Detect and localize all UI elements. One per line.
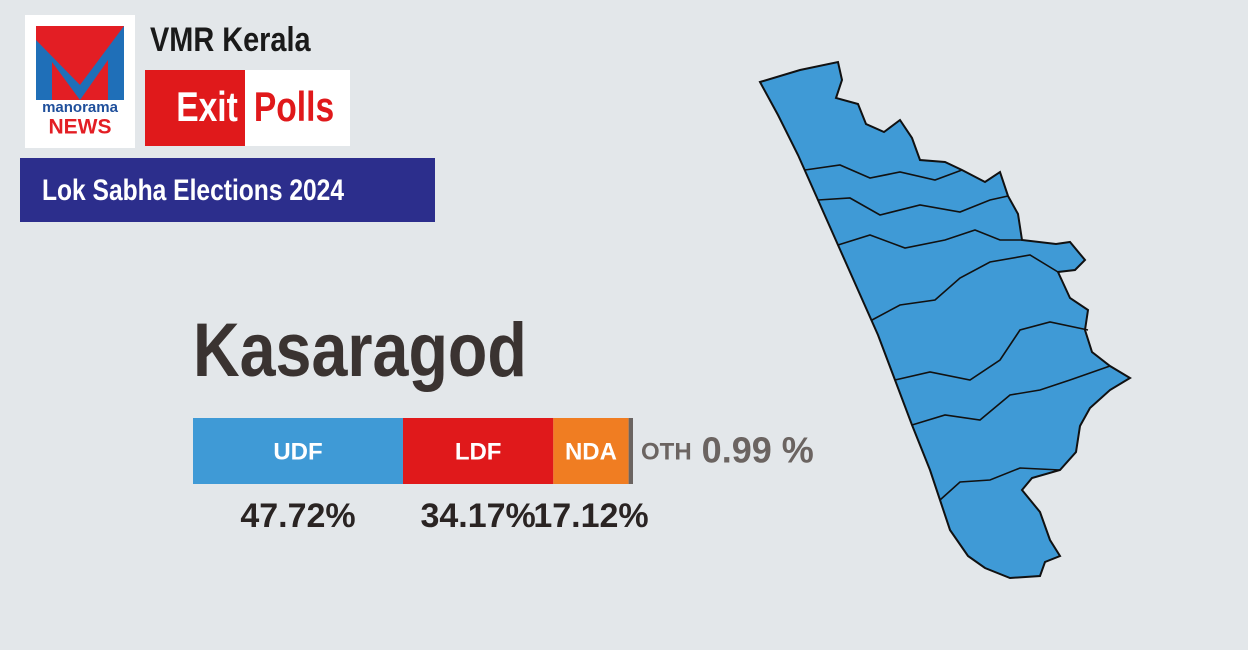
segment-name: NDA xyxy=(565,438,617,465)
banner-text: Lok Sabha Elections 2024 xyxy=(42,173,345,207)
segment-name: LDF xyxy=(455,438,502,465)
bar-segment xyxy=(628,418,633,484)
bar-segment xyxy=(553,418,629,484)
chart-title: Kasaragod xyxy=(193,307,527,392)
exit-text: Exit xyxy=(176,85,238,131)
brand: VMR Kerala xyxy=(150,20,311,59)
logo-m xyxy=(36,26,124,100)
segment-name: UDF xyxy=(273,438,322,465)
polls-box xyxy=(245,70,350,146)
logo-bottom: NEWS xyxy=(49,116,112,139)
value-label: 47.72% xyxy=(240,497,355,535)
kerala-map xyxy=(758,60,1132,580)
value-label: 0.99 % xyxy=(702,430,814,471)
value-label: 34.17% xyxy=(420,497,535,535)
polls-text: Polls xyxy=(254,85,334,131)
exit-box xyxy=(145,70,245,146)
banner xyxy=(20,158,435,222)
value-label: 17.12% xyxy=(533,497,648,535)
bar-segment xyxy=(402,418,554,484)
stacked-bar: UDF 47.72% LDF 34.17% NDA 17.12% OTH 0.99 % xyxy=(193,418,814,535)
logo-top: manorama xyxy=(42,99,119,116)
district-borders xyxy=(804,164,1111,501)
segment-name: OTH xyxy=(641,438,692,465)
bar-segment xyxy=(193,418,403,484)
